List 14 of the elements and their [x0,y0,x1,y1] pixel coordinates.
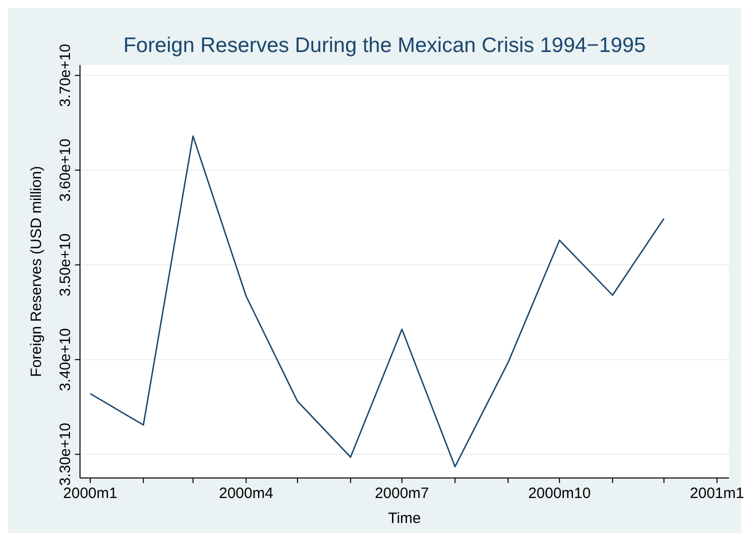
y-axis-title: Foreign Reserves (USD million) [28,166,45,377]
y-tick-label: 3.70e+10 [57,44,74,107]
y-tick-label: 3.60e+10 [57,138,74,202]
y-tick-label: 3.40e+10 [57,328,74,392]
y-tick-label: 3.50e+10 [57,233,74,296]
x-tick-label: 2000m7 [374,485,430,502]
y-tick-label: 3.30e+10 [57,422,74,486]
x-axis-title: Time [388,510,421,527]
x-tick-label: 2000m1 [63,485,118,502]
x-tick-label: 2000m10 [528,485,591,502]
line-series [90,135,665,468]
x-tick-label: 2001m1 [690,485,744,502]
x-tick-label: 2000m4 [218,485,274,502]
chart-title: Foreign Reserves During the Mexican Crisis 1994−1995 [123,34,646,57]
